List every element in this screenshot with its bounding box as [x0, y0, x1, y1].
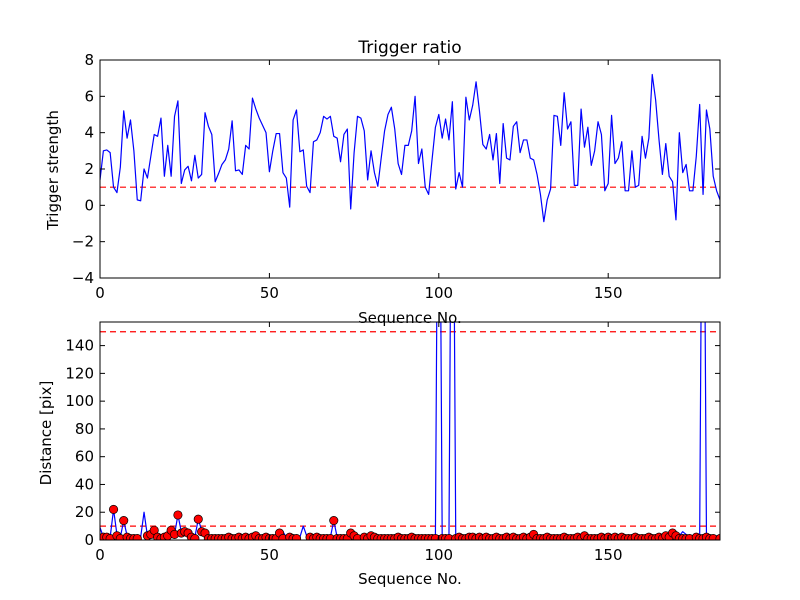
data-point-marker: [190, 534, 200, 540]
y-tick-label: 80: [75, 420, 94, 438]
x-tick-label: 50: [260, 284, 279, 302]
data-point-marker: [291, 534, 302, 540]
y-axis-label: Distance [pix]: [37, 381, 55, 486]
y-tick-label: 100: [65, 392, 94, 410]
data-point-marker: [119, 516, 129, 526]
data-point-marker: [193, 514, 203, 524]
plot-content: [100, 73, 720, 223]
x-tick-label: 150: [594, 546, 623, 564]
plot-area: 0 50 100 150 −4 −2 0 2 4 6 8: [72, 51, 721, 302]
data-point-marker: [109, 504, 119, 515]
y-tick-label: −4: [72, 269, 94, 287]
y-tick-label: 40: [75, 475, 94, 493]
distance-chart: 0 50 100 150 0 20 40 60 80 100 120 140 Distance [pi…: [37, 321, 721, 588]
x-tick-label: 0: [95, 284, 105, 302]
y-tick-label: 8: [84, 51, 94, 69]
data-point-marker: [173, 510, 183, 520]
x-tick-label: 100: [424, 284, 453, 302]
x-axis-label: Sequence No.: [358, 309, 462, 327]
x-tick-label: 0: [95, 546, 105, 564]
y-tick-label: 6: [84, 87, 94, 105]
y-tick-label: −2: [72, 233, 94, 251]
chart-title: Trigger ratio: [357, 38, 461, 58]
y-tick-label: 4: [84, 124, 94, 142]
y-tick-label: 0: [84, 196, 94, 214]
data-point-marker: [329, 516, 339, 526]
trigger-ratio-chart: Trigger ratio 0 50 100 150 −4 −2 0 2 4 6 8 Trigger…: [44, 38, 721, 327]
y-tick-label: 0: [84, 531, 94, 549]
y-tick-label: 60: [75, 448, 94, 466]
y-tick-label: 140: [65, 337, 94, 355]
x-tick-label: 150: [594, 284, 623, 302]
y-tick-label: 120: [65, 364, 94, 382]
data-point-marker: [132, 534, 142, 540]
x-tick-label: 100: [424, 546, 453, 564]
y-tick-label: 2: [84, 160, 94, 178]
x-axis-label: Sequence No.: [358, 570, 462, 588]
series-line: [100, 73, 720, 223]
x-tick-label: 50: [260, 546, 279, 564]
axes-frame: [99, 321, 721, 541]
plot-area: 0 50 100 150 0 20 40 60 80 100 120 140: [65, 321, 721, 564]
y-tick-label: 20: [75, 503, 94, 521]
plot-content: [100, 322, 720, 540]
y-axis-label: Trigger strength: [44, 110, 62, 231]
